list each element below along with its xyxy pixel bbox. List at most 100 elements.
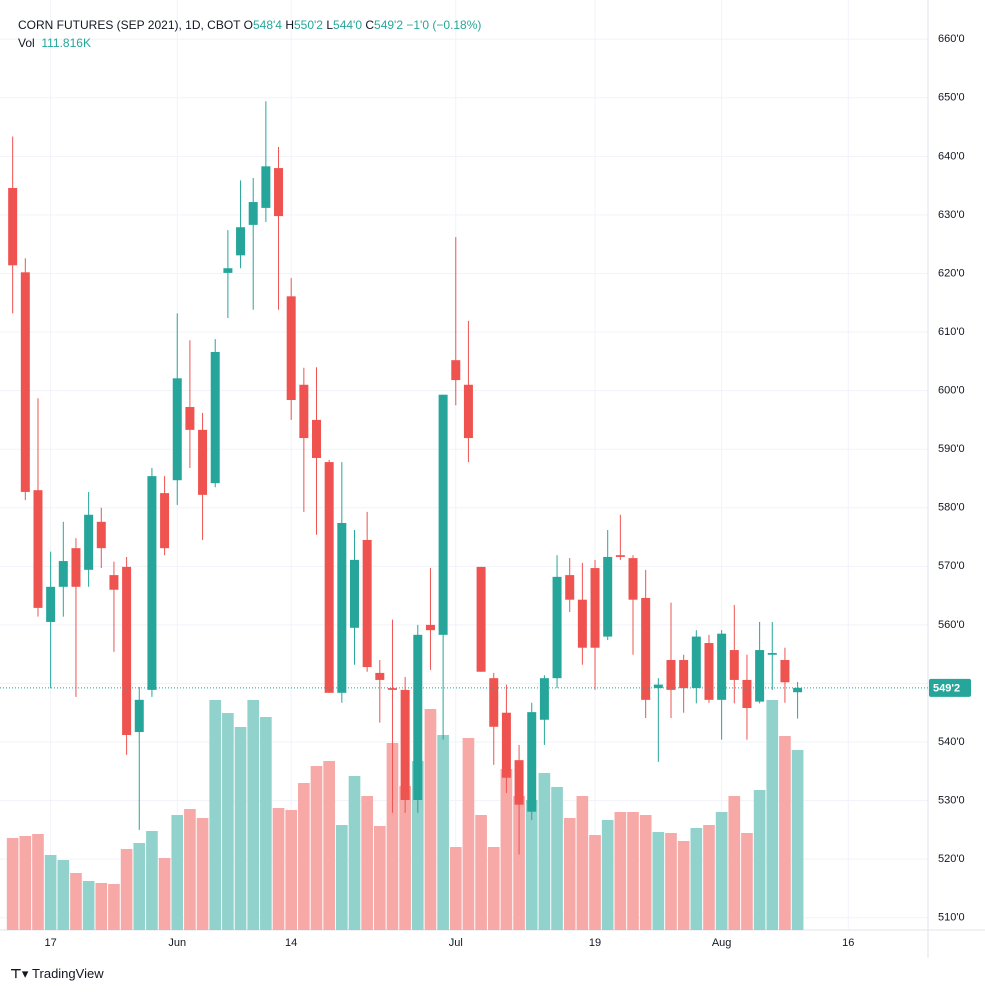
- candle-body: [58, 561, 68, 587]
- candle-body: [324, 462, 334, 693]
- ohlc-value: 549'2: [374, 18, 404, 32]
- y-tick-label: 560'0: [938, 619, 965, 631]
- volume-bar: [741, 833, 753, 930]
- volume-bar: [133, 843, 146, 930]
- candle-body: [590, 568, 600, 648]
- volume-bar: [449, 847, 462, 930]
- volume-bar: [386, 743, 399, 930]
- volume-bar: [19, 836, 32, 930]
- candle-body: [565, 575, 575, 600]
- change-label: −1'0 (−0.18%): [406, 18, 482, 32]
- volume-bar: [462, 738, 475, 930]
- candle-body: [400, 689, 410, 800]
- y-tick-label: 660'0: [938, 33, 965, 45]
- legend-row: CORN FUTURES (SEP 2021), 1D, CBOT O548'4…: [18, 18, 481, 32]
- ohlc-value: 550'2: [293, 18, 323, 32]
- volume-bar: [335, 825, 348, 930]
- candle-body: [84, 514, 94, 570]
- candle-body: [514, 760, 524, 805]
- volume-bar: [576, 796, 589, 930]
- candle-body: [109, 575, 119, 590]
- candle-body: [717, 633, 727, 700]
- candle-body: [463, 384, 473, 439]
- volume-bar: [589, 835, 601, 930]
- x-tick-label: 19: [589, 937, 601, 949]
- candle-body: [780, 660, 790, 683]
- volume-bar: [95, 883, 108, 930]
- last-price-box: [929, 678, 971, 697]
- volume-title: Vol: [18, 36, 35, 50]
- candle-body: [767, 652, 777, 655]
- volume-bar: [703, 825, 715, 930]
- candle-body: [387, 688, 397, 690]
- volume-bar: [652, 832, 665, 930]
- volume-bar: [538, 773, 551, 930]
- volume-bar: [690, 828, 703, 930]
- ohlc-prefix: L: [326, 18, 334, 32]
- volume-bar: [272, 808, 285, 930]
- candle-body: [679, 660, 689, 689]
- candle-body: [539, 678, 549, 720]
- y-tick-label: 610'0: [938, 326, 965, 338]
- x-tick-label: 17: [45, 937, 57, 949]
- volume-bar: [32, 834, 44, 930]
- ohlc-prefix: O: [243, 18, 253, 32]
- candle-body: [438, 394, 448, 635]
- candle-body: [425, 624, 435, 631]
- y-tick-label: 580'0: [938, 502, 965, 514]
- candle-body: [603, 556, 613, 637]
- candle-body: [527, 712, 537, 812]
- volume-bar: [525, 800, 538, 930]
- volume-bar: [298, 783, 310, 930]
- candle-body: [793, 687, 803, 693]
- volume-bar: [70, 873, 82, 930]
- candle-body: [248, 202, 258, 225]
- volume-bar: [285, 810, 298, 930]
- candle-body: [33, 490, 43, 608]
- x-tick-label: Jun: [168, 937, 186, 949]
- volume-bar: [627, 812, 639, 930]
- volume-bar: [6, 838, 19, 930]
- volume-bar: [146, 831, 158, 930]
- last-price-label: 549'2: [933, 683, 960, 695]
- volume-value: 111.816K: [41, 36, 91, 50]
- volume-bar: [614, 812, 627, 930]
- volume-bar: [665, 833, 677, 930]
- volume-bar: [399, 786, 411, 930]
- candle-body: [8, 187, 18, 266]
- title: CORN FUTURES (SEP 2021), 1D, CBOT: [18, 18, 241, 32]
- volume-bar: [791, 749, 804, 930]
- candle-body: [71, 548, 81, 587]
- volume-bar: [82, 881, 95, 930]
- volume-bar: [120, 849, 133, 930]
- volume-bar: [639, 815, 652, 930]
- candle-body: [286, 296, 296, 400]
- volume-bar: [57, 860, 70, 930]
- volume-bar: [222, 713, 234, 930]
- candle-body: [615, 555, 625, 557]
- candle-body: [577, 599, 587, 648]
- y-tick-label: 600'0: [938, 385, 965, 397]
- volume-bar: [551, 787, 563, 930]
- volume-bar: [779, 736, 791, 930]
- volume-bar: [108, 884, 120, 930]
- y-tick-label: 590'0: [938, 443, 965, 455]
- volume-bar: [728, 796, 741, 930]
- volume-bar: [158, 858, 171, 930]
- x-tick-label: Aug: [712, 937, 732, 949]
- candle-body: [413, 634, 423, 800]
- candle-body: [172, 378, 182, 481]
- candle-body: [160, 493, 170, 549]
- candle-body: [476, 566, 486, 672]
- candle-body: [641, 597, 651, 700]
- x-tick-label: Jul: [449, 937, 463, 949]
- candle-body: [96, 521, 106, 549]
- volume-bar: [475, 815, 487, 930]
- volume-bar: [766, 700, 779, 930]
- y-tick-label: 650'0: [938, 92, 965, 104]
- x-tick-label: 16: [842, 937, 854, 949]
- y-tick-label: 570'0: [938, 560, 965, 572]
- candle-body: [198, 429, 208, 495]
- volume-bar: [348, 776, 361, 930]
